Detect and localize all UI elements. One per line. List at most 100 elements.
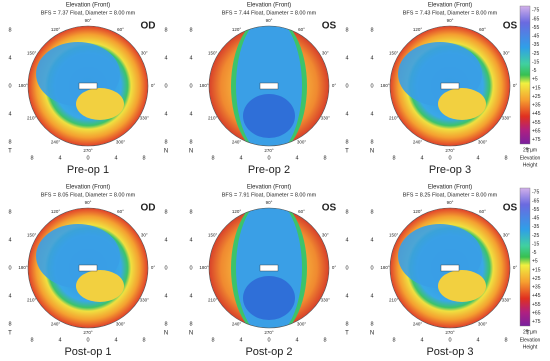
angle-label: 210° [27,116,37,121]
x-tick-label: 4 [476,337,479,343]
angle-label: 330° [321,116,331,121]
legend-label: -45 [532,216,539,222]
angle-label: 0° [332,265,337,270]
legend-label: +25 [532,94,541,100]
legend-label: -15 [532,59,539,65]
map-panel: Elevation (Front)BFS = 7.91 Float, Diame… [189,185,349,358]
y-tick-label: 0 [8,265,11,271]
side-letter: N [370,149,374,155]
legend-label: -15 [532,241,539,247]
y-tick-label: 8 [189,209,192,215]
legend-label: -65 [532,198,539,204]
angle-label: 240° [232,139,242,144]
y-tick-label: 8 [164,209,167,215]
center-box [259,264,279,272]
y-tick-label: 8 [345,27,348,33]
y-tick-label: 8 [345,321,348,327]
x-tick-label: 8 [142,337,145,343]
y-tick-label: 8 [189,139,192,145]
map-zone [243,276,295,320]
y-tick-label: 4 [345,293,348,299]
angle-label: 300° [297,139,307,144]
legend-label: -55 [532,207,539,213]
angle-label: 90° [266,18,273,23]
angle-label: 0° [513,83,518,88]
angle-label: 60° [117,209,124,214]
angle-label: 210° [208,116,218,121]
color-legend: -75 -65 -55 -45 -35 -25 -15 -5 +5 +15 +25 +35 +45 +55… [519,5,541,168]
y-tick-label: 8 [8,139,11,145]
x-tick-label: 8 [504,155,507,161]
legend-label: -25 [532,233,539,239]
map-zone [243,94,295,138]
panel-title: Elevation (Front) [428,185,472,191]
panel-title: Elevation (Front) [247,185,291,191]
side-letter: T [345,331,349,337]
angle-label: 30° [322,233,329,238]
legend-label: +55 [532,120,541,126]
y-tick-label: 4 [370,55,373,61]
map-zone [76,88,124,120]
center-box [78,82,98,90]
y-tick-label: 4 [164,111,167,117]
angle-label: 270° [264,148,274,153]
panel-title: Elevation (Front) [66,3,110,9]
legend-label: +75 [532,137,541,143]
y-tick-label: 0 [164,265,167,271]
side-letter: T [526,331,530,337]
side-letter: T [526,149,530,155]
side-letter: N [189,149,193,155]
angle-label: 210° [389,298,399,303]
side-letter: N [370,331,374,337]
y-tick-label: 4 [370,293,373,299]
bfs-label: BFS = 7.43 Float, Diameter = 8.00 mm [403,10,498,16]
angle-label: 150° [389,233,399,238]
panel-caption: Post-op 2 [245,346,292,358]
y-tick-label: 4 [370,237,373,243]
angle-label: 330° [321,298,331,303]
angle-label: 150° [208,51,218,56]
angle-label: 300° [297,321,307,326]
map-border [389,207,511,329]
angle-label: 30° [503,233,510,238]
angle-label: 120° [51,209,61,214]
angle-label: 180° [18,265,28,270]
x-tick-label: 4 [58,155,61,161]
legend-label: +65 [532,310,541,316]
y-tick-label: 8 [189,27,192,33]
side-letter: N [164,331,168,337]
y-tick-label: 8 [8,209,11,215]
bfs-label: BFS = 7.91 Float, Diameter = 8.00 mm [222,192,317,198]
side-letter: N [164,149,168,155]
legend-label: -45 [532,34,539,40]
center-box [259,82,279,90]
y-tick-label: 8 [164,321,167,327]
legend-label: +25 [532,276,541,282]
x-tick-label: 0 [448,337,451,343]
angle-label: 60° [298,27,305,32]
angle-label: 150° [389,51,399,56]
eye-label: OD [141,203,156,214]
x-tick-label: 0 [267,337,270,343]
angle-label: 300° [116,321,126,326]
side-letter: T [8,331,12,337]
y-tick-label: 4 [8,111,11,117]
y-tick-label: 8 [345,139,348,145]
legend-label: +75 [532,319,541,325]
legend-label: +15 [532,85,541,91]
panel-caption: Post-op 3 [426,346,473,358]
y-tick-label: 4 [164,293,167,299]
y-tick-label: 8 [8,27,11,33]
angle-label: 30° [322,51,329,56]
map-zone [438,270,486,302]
y-tick-label: 4 [8,293,11,299]
legend-bar [519,5,531,145]
x-tick-label: 4 [58,337,61,343]
y-tick-label: 4 [164,55,167,61]
y-tick-label: 0 [8,83,11,89]
angle-label: 90° [85,18,92,23]
angle-label: 90° [447,18,454,23]
angle-label: 300° [116,139,126,144]
y-tick-label: 0 [345,83,348,89]
